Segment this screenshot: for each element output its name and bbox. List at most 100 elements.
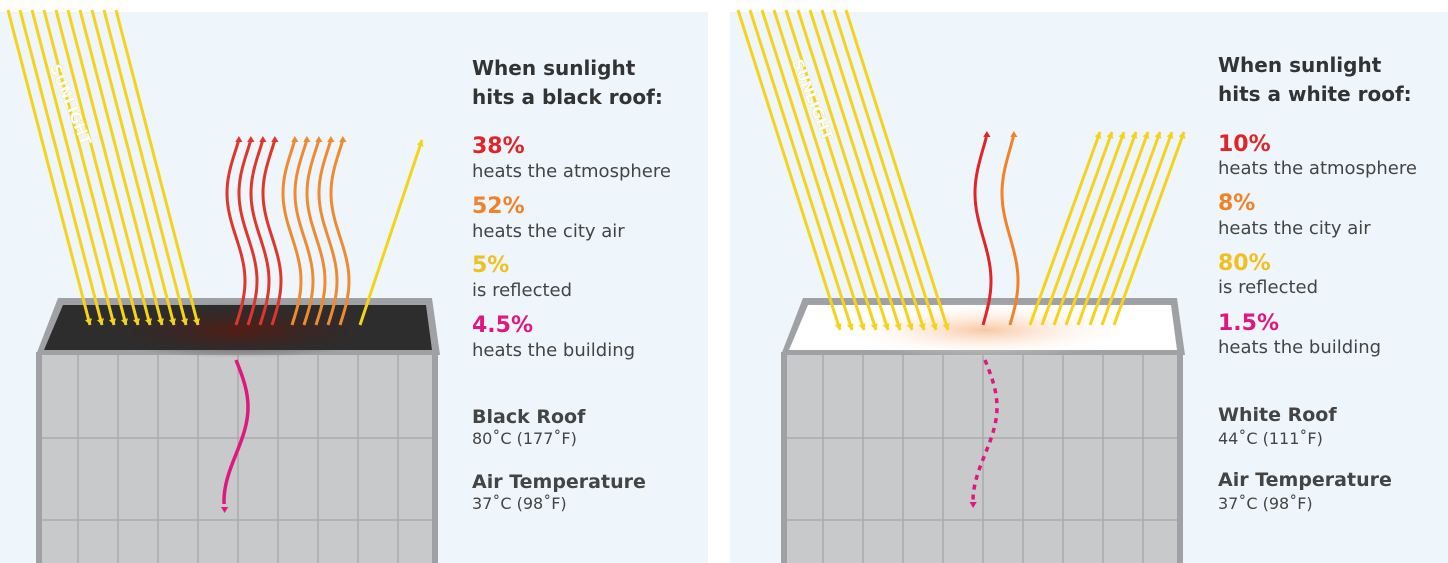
arrow-head — [303, 136, 311, 142]
stat-text: heats the building — [1218, 337, 1381, 358]
stat-text: is reflected — [472, 280, 572, 301]
ray — [78, 9, 164, 326]
heading: hits a white roof: — [1218, 82, 1412, 106]
ray — [102, 9, 188, 326]
heading: hits a black roof: — [472, 85, 663, 109]
heat-wave — [293, 140, 315, 326]
arrow-head — [235, 136, 243, 142]
stat-value: 8% — [1218, 191, 1255, 216]
ray — [18, 9, 104, 326]
wall-edge — [781, 352, 787, 563]
heat-wave — [225, 140, 247, 326]
air-title: Air Temperature — [472, 471, 646, 493]
stat-text: heats the atmosphere — [1218, 158, 1417, 179]
ray — [66, 9, 152, 326]
ray — [6, 9, 92, 326]
stat-value: 1.5% — [1218, 311, 1279, 336]
arrow-head — [144, 318, 152, 325]
arrow-head — [1130, 132, 1138, 139]
wall-edge — [36, 352, 42, 563]
heat-wave — [237, 140, 259, 326]
ray — [784, 9, 890, 331]
air-temp: 37˚C (98˚F) — [1218, 494, 1313, 513]
arrow-head — [132, 318, 140, 325]
heat-wave — [329, 140, 351, 326]
stat-value: 52% — [472, 194, 525, 219]
arrow-head — [1142, 132, 1150, 139]
ray — [844, 9, 950, 331]
arrow-head — [259, 136, 267, 142]
arrow-head — [1178, 132, 1186, 139]
arrow-head — [180, 318, 188, 325]
arrow-head — [108, 318, 116, 325]
arrow-head — [894, 323, 902, 330]
arrow-head — [291, 136, 299, 142]
arrow-head — [120, 318, 128, 325]
arrow-head — [1106, 132, 1114, 139]
ray — [1052, 131, 1126, 326]
ray — [736, 9, 842, 331]
stat-value: 5% — [472, 253, 509, 278]
arrow-head — [247, 136, 255, 142]
arrow-head — [327, 136, 335, 142]
roof-glow — [90, 302, 390, 358]
ray — [820, 9, 926, 331]
ray — [1064, 131, 1138, 326]
ray — [748, 9, 854, 331]
ray — [54, 9, 140, 326]
arrow-head — [930, 323, 938, 330]
ray — [30, 9, 116, 326]
arrow-head — [416, 140, 424, 147]
stat-value: 4.5% — [472, 313, 533, 338]
roof-glow — [835, 302, 1135, 358]
stat-value: 80% — [1218, 251, 1271, 276]
wall-edge — [1177, 352, 1183, 563]
arrow-head — [271, 136, 279, 142]
heat-wave — [1000, 136, 1020, 326]
stat-text: heats the atmosphere — [472, 161, 671, 182]
arrow-head — [870, 323, 878, 330]
roof-title: Black Roof — [472, 406, 586, 428]
heat-wave — [281, 140, 303, 326]
ray — [832, 9, 938, 331]
air-title: Air Temperature — [1218, 469, 1392, 491]
stat-text: heats the building — [472, 340, 635, 361]
heading: When sunlight — [1218, 53, 1382, 77]
arrow-head — [834, 323, 842, 330]
arrow-head — [969, 502, 977, 508]
arrow-head — [192, 318, 200, 325]
ray — [772, 9, 878, 331]
heat-down — [971, 359, 999, 501]
heat-wave — [317, 140, 339, 326]
ray — [42, 9, 128, 326]
wall-edge — [432, 352, 438, 563]
roof-temp: 80˚C (177˚F) — [472, 429, 577, 448]
air-temp: 37˚C (98˚F) — [472, 494, 567, 513]
arrow-head — [918, 323, 926, 330]
heat-wave — [973, 136, 993, 326]
arrow-head — [882, 323, 890, 330]
heading: When sunlight — [472, 56, 636, 80]
arrow-head — [906, 323, 914, 330]
heat-wave — [261, 140, 283, 326]
arrow-head — [84, 318, 92, 325]
ray — [760, 9, 866, 331]
arrow-head — [1010, 131, 1018, 137]
arrow-head — [1094, 132, 1102, 139]
ray — [1112, 131, 1186, 326]
ray — [114, 9, 200, 326]
stat-text: heats the city air — [1218, 218, 1371, 239]
heat-down — [222, 359, 250, 505]
ray — [1100, 131, 1174, 326]
ray — [1076, 131, 1150, 326]
ray — [808, 9, 914, 331]
stat-text: is reflected — [1218, 277, 1318, 298]
ray — [1040, 131, 1114, 326]
ray — [358, 139, 424, 326]
arrow-head — [339, 136, 347, 142]
stat-value: 38% — [472, 134, 525, 159]
roof-title: White Roof — [1218, 404, 1337, 426]
ray — [90, 9, 176, 326]
arrow-head — [942, 323, 950, 330]
arrow-head — [1166, 132, 1174, 139]
